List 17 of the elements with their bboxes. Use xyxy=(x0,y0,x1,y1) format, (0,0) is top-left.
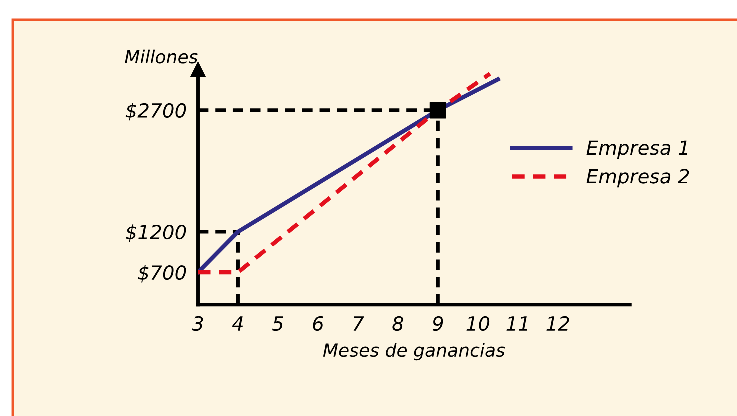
x-tick-label: 7 xyxy=(354,316,364,331)
x-tick-label: 4 xyxy=(232,316,244,331)
y-axis-title: Millones xyxy=(125,50,198,64)
y-tick-label: $2700 xyxy=(126,103,186,121)
x-tick-label: 3 xyxy=(192,316,204,332)
x-axis-title: Meses de ganancias xyxy=(323,343,506,361)
x-tick-label: 5 xyxy=(272,316,284,332)
y-tick-label: $700 xyxy=(138,265,186,283)
legend-label: Empresa 1 xyxy=(586,140,688,160)
x-tick-label: 11 xyxy=(506,316,528,331)
x-tick-label: 6 xyxy=(313,316,324,332)
x-tick-label: 9 xyxy=(432,316,444,332)
x-tick-label: 10 xyxy=(466,316,490,332)
x-tick-label: 12 xyxy=(546,316,570,331)
y-tick-label: $1200 xyxy=(126,224,186,242)
x-tick-label: 8 xyxy=(392,316,404,332)
legend-label: Empresa 2 xyxy=(586,169,690,188)
